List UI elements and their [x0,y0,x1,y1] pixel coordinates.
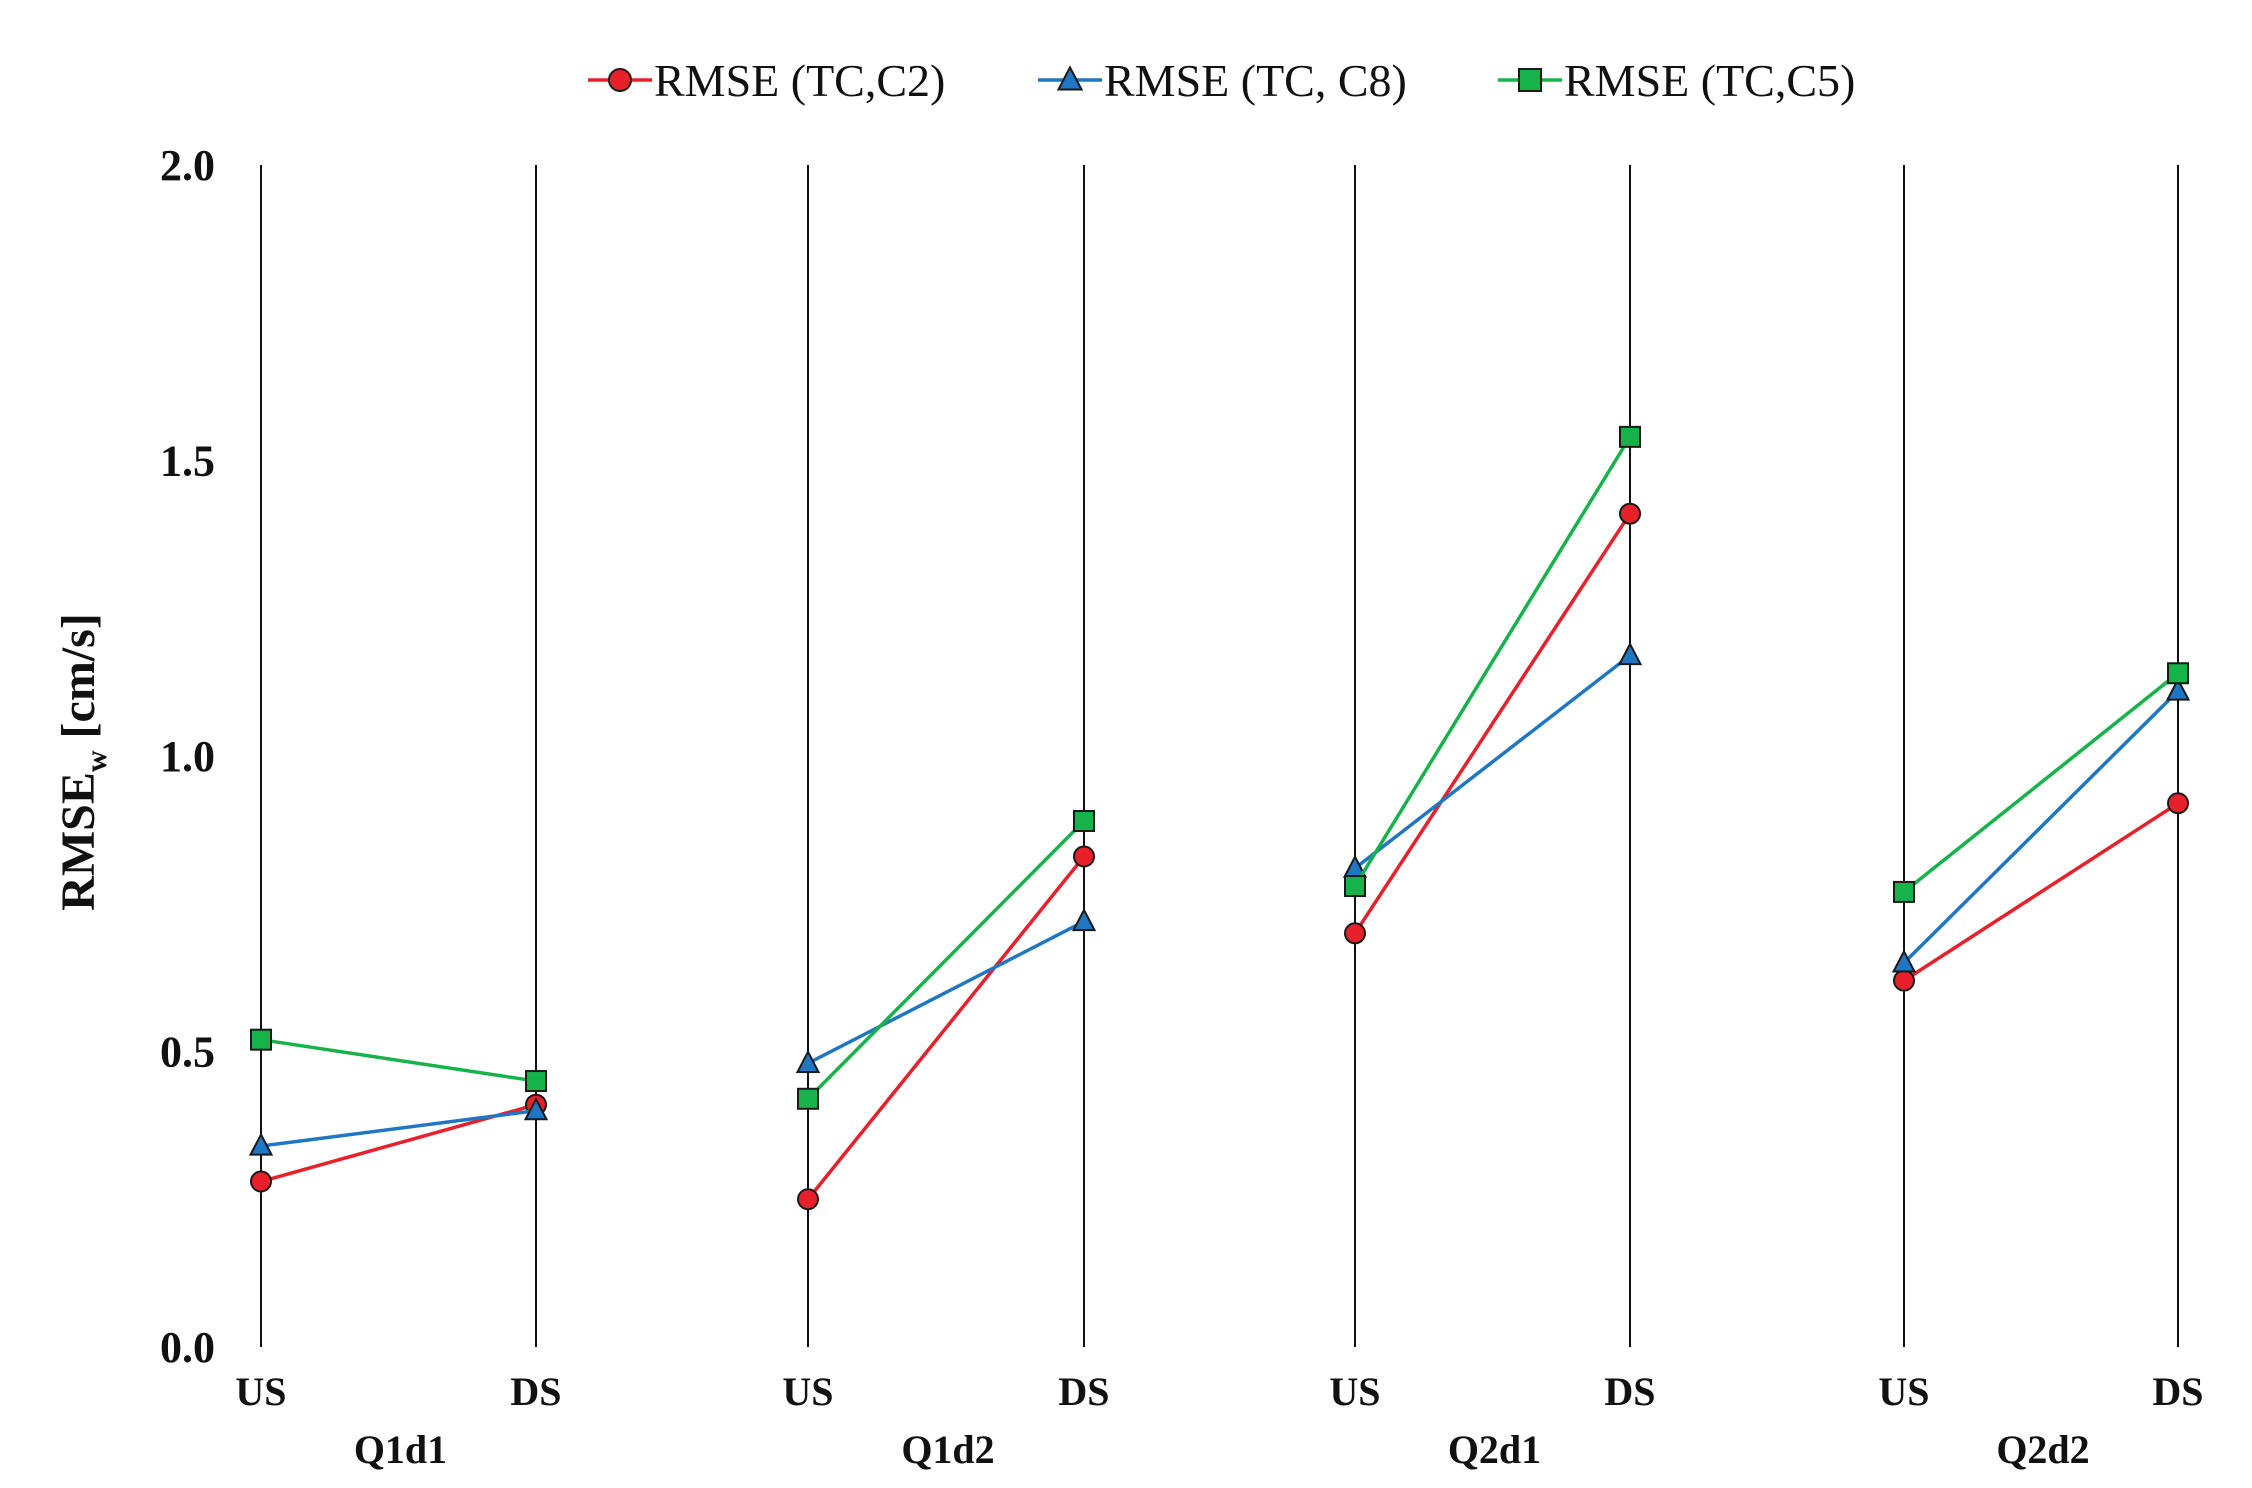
data-point [797,1087,819,1110]
series-line-segment [1902,671,2180,894]
series-3 [250,425,2189,1110]
series-line-segment [260,1037,537,1083]
data-point [1073,810,1095,833]
series-line-segment [1353,512,1632,935]
series-2 [248,641,2191,1156]
x-tick-label: US [1878,1369,1929,1414]
group-label: Q1d2 [901,1427,994,1472]
series-1 [250,502,2189,1211]
data-point [1073,845,1095,868]
series-line-segment [260,1108,537,1148]
data-point [797,1188,819,1211]
data-point [1617,641,1643,666]
y-axis-label-unit: [cm/s] [52,613,105,738]
x-tick-label: US [235,1369,286,1414]
data-point [1344,922,1366,945]
series-line-segment [1353,654,1632,870]
category-lines [260,165,2179,1347]
data-point [248,1132,274,1156]
x-tick-label: DS [510,1369,561,1414]
x-tick-label: DS [2152,1369,2203,1414]
y-tick-label: 1.0 [160,732,215,781]
legend-marker [1056,65,1084,91]
x-axis: US DS Q1d1 US DS Q1d2 US DS Q2d1 US DS Q2d2 [235,1369,2203,1472]
legend-label: RMSE (TC, C8) [1104,55,1407,106]
series-line-segment [1902,689,2180,965]
data-point [1344,875,1366,898]
data-point [523,1096,549,1121]
x-tick-label: DS [1604,1369,1655,1414]
data-point [250,1028,272,1051]
series-line-segment [806,819,1086,1101]
y-axis-label: RMSEw [cm/s] [52,613,113,911]
legend-marker [608,68,632,92]
series-line-segment [806,855,1086,1201]
y-tick-label: 0.0 [160,1323,215,1372]
data-point [250,1170,272,1193]
data-point [1071,907,1097,932]
legend-label: RMSE (TC,C2) [654,55,945,106]
legend-item: RMSE (TC,C5) [1498,55,1855,106]
y-tick-label: 2.0 [160,141,215,190]
x-tick-label: DS [1058,1369,1109,1414]
legend-marker [1518,68,1542,92]
series-line-segment [1353,435,1632,887]
data-point [2165,677,2191,701]
data-point [2167,792,2189,815]
group-label: Q1d1 [354,1427,447,1472]
data-point [1891,949,1917,973]
series-layer [248,425,2191,1211]
y-axis-label-subscript: w [80,750,113,772]
data-point [525,1070,547,1093]
x-tick-label: US [782,1369,833,1414]
group-label: Q2d2 [1996,1427,2089,1472]
legend-label: RMSE (TC,C5) [1564,55,1855,106]
data-point [795,1049,821,1073]
data-point [1619,502,1641,525]
y-axis-label-main: RMSE [52,772,105,911]
data-point [2167,662,2189,685]
data-point [1893,969,1915,992]
y-tick-label: 0.5 [160,1028,215,1077]
legend: RMSE (TC,C2) RMSE (TC, C8) RMSE (TC,C5) [588,55,1855,106]
y-tick-label: 1.5 [160,437,215,486]
data-point [1893,880,1915,903]
y-axis: 0.0 0.5 1.0 1.5 2.0 [160,141,215,1372]
legend-item: RMSE (TC,C2) [588,55,945,106]
series-line-segment [807,919,1085,1065]
group-label: Q2d1 [1448,1427,1541,1472]
data-point [1619,425,1641,448]
x-tick-label: US [1329,1369,1380,1414]
series-line-segment [1903,801,2179,983]
legend-item: RMSE (TC, C8) [1038,55,1407,106]
